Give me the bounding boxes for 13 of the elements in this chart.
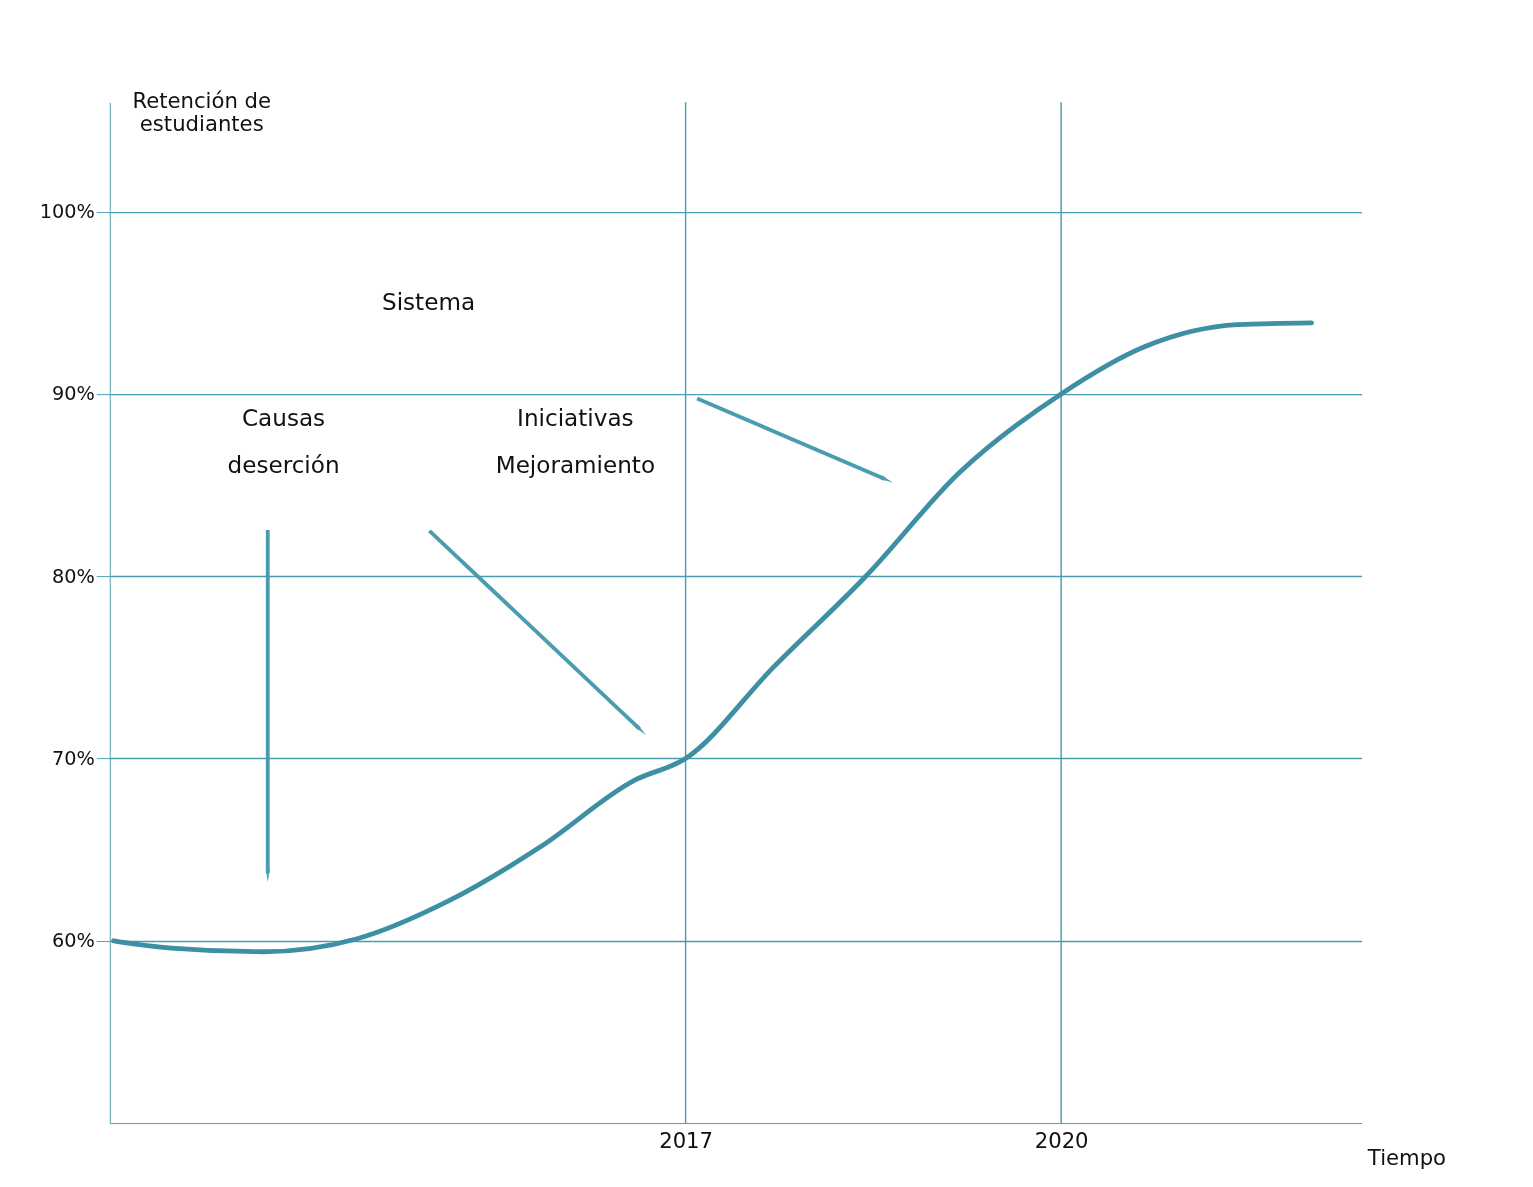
x-tick-label: 2020 — [1034, 1127, 1089, 1153]
y-tick-label: 80% — [52, 564, 95, 588]
line-series — [111, 320, 1314, 955]
y-tick-label: 100% — [39, 199, 95, 223]
y-tick-label: 90% — [52, 382, 95, 406]
annotation: Sistema — [381, 288, 476, 315]
x-axis-title: Tiempo — [1366, 1144, 1447, 1170]
x-tick-label: 2017 — [659, 1127, 714, 1153]
annotation: Causas deserción — [227, 405, 340, 478]
y-axis-title: Retención de estudiantes — [132, 87, 272, 136]
y-tick-label: 70% — [52, 746, 95, 770]
y-tick-label: 60% — [52, 929, 95, 953]
annotation: Iniciativas Mejoramiento — [495, 405, 656, 478]
